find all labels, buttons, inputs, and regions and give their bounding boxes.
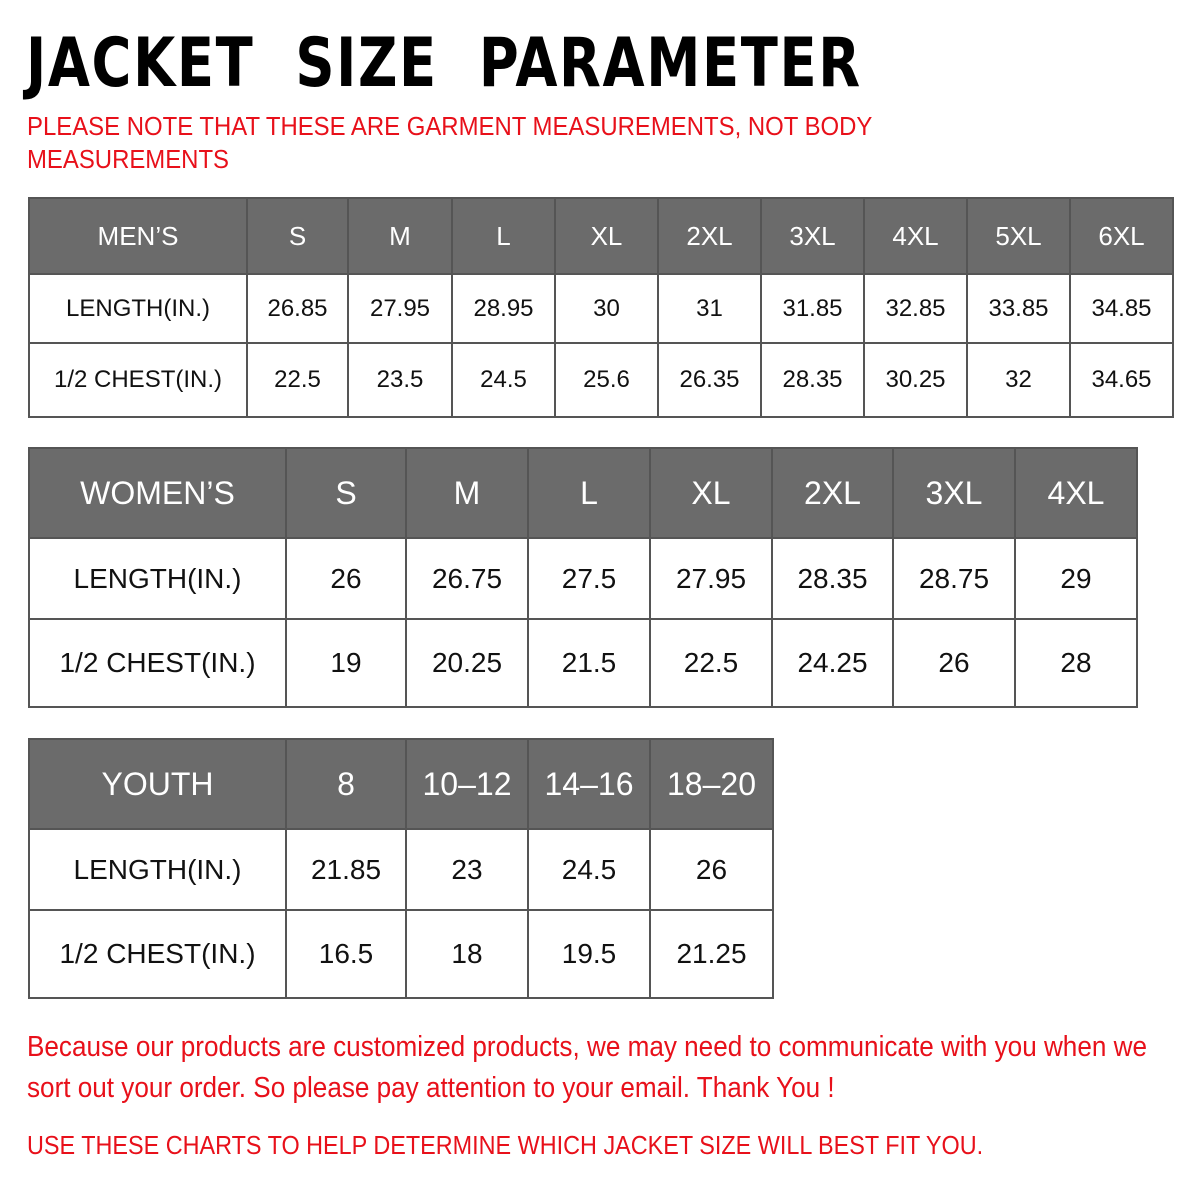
- row-label: LENGTH(IN.): [28, 273, 248, 344]
- measurement-cell: 28.35: [760, 342, 865, 418]
- measurement-cell: 30.25: [863, 342, 968, 418]
- size-header: 5XL: [966, 197, 1071, 275]
- size-header: 3XL: [892, 447, 1016, 539]
- size-header: 10–12: [405, 738, 529, 830]
- row-label: 1/2 CHEST(IN.): [28, 909, 287, 999]
- measurement-cell: 19: [285, 618, 407, 708]
- measurement-cell: 25.6: [554, 342, 659, 418]
- measurement-cell: 26.35: [657, 342, 762, 418]
- category-header: MEN’S: [28, 197, 248, 275]
- measurement-cell: 28.75: [892, 537, 1016, 620]
- measurement-cell: 26.85: [246, 273, 349, 344]
- custom-order-message: Because our products are customized prod…: [27, 1031, 1147, 1104]
- measurement-cell: 21.25: [649, 909, 774, 999]
- size-header: S: [246, 197, 349, 275]
- measurement-cell: 31: [657, 273, 762, 344]
- size-chart-instruction: USE THESE CHARTS TO HELP DETERMINE WHICH…: [27, 1130, 984, 1160]
- category-header: YOUTH: [28, 738, 287, 830]
- table-row: 1/2 CHEST(IN.) 19 20.25 21.5 22.5 24.25 26 28: [28, 618, 1138, 708]
- youth-size-table: YOUTH 8 10–12 14–16 18–20 LENGTH(IN.) 21.85 23 2…: [28, 738, 774, 999]
- size-header: 14–16: [527, 738, 651, 830]
- size-header: 6XL: [1069, 197, 1174, 275]
- measurement-cell: 19.5: [527, 909, 651, 999]
- size-header: L: [451, 197, 556, 275]
- measurement-cell: 27.95: [347, 273, 453, 344]
- size-header: M: [405, 447, 529, 539]
- measurement-cell: 34.85: [1069, 273, 1174, 344]
- size-header: 4XL: [1014, 447, 1138, 539]
- measurement-cell: 23: [405, 828, 529, 911]
- size-header: XL: [554, 197, 659, 275]
- measurement-cell: 24.25: [771, 618, 894, 708]
- measurement-note: PLEASE NOTE THAT THESE ARE GARMENT MEASU…: [27, 111, 872, 174]
- table-header-row: MEN’S S M L XL 2XL 3XL 4XL 5XL 6XL: [28, 197, 1174, 275]
- size-header: 2XL: [771, 447, 894, 539]
- measurement-cell: 32: [966, 342, 1071, 418]
- table-row: LENGTH(IN.) 26.85 27.95 28.95 30 31 31.85 32.85…: [28, 273, 1174, 344]
- measurement-cell: 26: [285, 537, 407, 620]
- table-header-row: WOMEN’S S M L XL 2XL 3XL 4XL: [28, 447, 1138, 539]
- measurement-cell: 21.85: [285, 828, 407, 911]
- measurement-cell: 21.5: [527, 618, 651, 708]
- measurement-cell: 27.5: [527, 537, 651, 620]
- table-header-row: YOUTH 8 10–12 14–16 18–20: [28, 738, 774, 830]
- size-header: 3XL: [760, 197, 865, 275]
- table-row: LENGTH(IN.) 21.85 23 24.5 26: [28, 828, 774, 911]
- measurement-cell: 28: [1014, 618, 1138, 708]
- measurement-cell: 24.5: [451, 342, 556, 418]
- measurement-cell: 28.35: [771, 537, 894, 620]
- size-header: S: [285, 447, 407, 539]
- measurement-cell: 18: [405, 909, 529, 999]
- measurement-cell: 26: [649, 828, 774, 911]
- measurement-cell: 29: [1014, 537, 1138, 620]
- measurement-cell: 24.5: [527, 828, 651, 911]
- womens-size-table: WOMEN’S S M L XL 2XL 3XL 4XL LENGTH(IN.) 26 26.75 2…: [28, 447, 1138, 708]
- measurement-cell: 32.85: [863, 273, 968, 344]
- size-header: 4XL: [863, 197, 968, 275]
- size-header: M: [347, 197, 453, 275]
- measurement-cell: 34.65: [1069, 342, 1174, 418]
- size-header: XL: [649, 447, 773, 539]
- measurement-cell: 22.5: [649, 618, 773, 708]
- measurement-cell: 23.5: [347, 342, 453, 418]
- size-header: 2XL: [657, 197, 762, 275]
- row-label: 1/2 CHEST(IN.): [28, 342, 248, 418]
- page-title: JACKET SIZE PARAMETER: [26, 24, 862, 103]
- row-label: 1/2 CHEST(IN.): [28, 618, 287, 708]
- measurement-cell: 33.85: [966, 273, 1071, 344]
- measurement-cell: 16.5: [285, 909, 407, 999]
- size-header: L: [527, 447, 651, 539]
- measurement-cell: 26: [892, 618, 1016, 708]
- measurement-cell: 28.95: [451, 273, 556, 344]
- measurement-cell: 31.85: [760, 273, 865, 344]
- measurement-cell: 20.25: [405, 618, 529, 708]
- row-label: LENGTH(IN.): [28, 537, 287, 620]
- measurement-cell: 30: [554, 273, 659, 344]
- category-header: WOMEN’S: [28, 447, 287, 539]
- table-row: LENGTH(IN.) 26 26.75 27.5 27.95 28.35 28.75 29: [28, 537, 1138, 620]
- measurement-cell: 26.75: [405, 537, 529, 620]
- measurement-cell: 22.5: [246, 342, 349, 418]
- row-label: LENGTH(IN.): [28, 828, 287, 911]
- table-row: 1/2 CHEST(IN.) 22.5 23.5 24.5 25.6 26.35 28.35…: [28, 342, 1174, 418]
- size-header: 8: [285, 738, 407, 830]
- table-row: 1/2 CHEST(IN.) 16.5 18 19.5 21.25: [28, 909, 774, 999]
- size-header: 18–20: [649, 738, 774, 830]
- mens-size-table: MEN’S S M L XL 2XL 3XL 4XL 5XL 6XL LENGTH(IN.) 26.8…: [28, 197, 1174, 418]
- measurement-cell: 27.95: [649, 537, 773, 620]
